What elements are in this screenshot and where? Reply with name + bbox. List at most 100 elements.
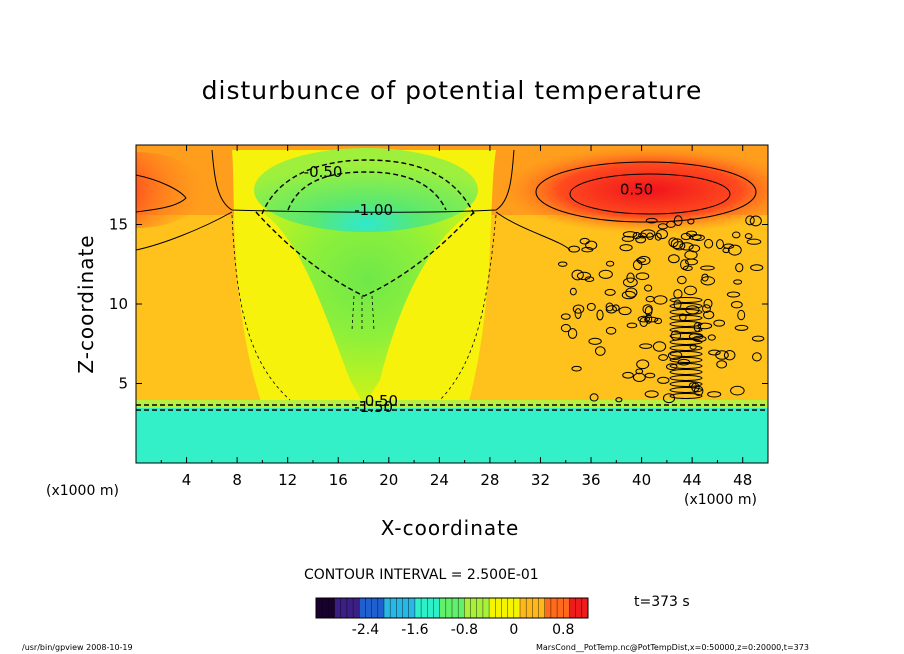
colorbar-segment [452,598,459,618]
contour-label: 0.50 [620,180,653,198]
convection-cell [654,232,662,241]
convection-cell [669,345,703,351]
colorbar-segment [408,598,416,618]
colorbar-segment [377,598,385,618]
convection-cell [557,261,568,267]
colorbar-segment [316,598,323,618]
cyan-layer [136,405,768,463]
colorbar-segment [390,598,397,618]
x-axis-label: X-coordinate [380,516,520,540]
convection-cell [644,372,656,379]
colorbar-segment [482,598,490,618]
convection-cell [639,316,648,327]
convection-cell [596,309,604,321]
colorbar-segment [427,598,434,618]
convection-cell [615,397,623,403]
colorbar-segment [538,598,546,618]
convection-cell [572,304,585,314]
convection-cell [745,215,755,226]
convection-cell [733,279,743,285]
convection-cell [669,351,703,357]
convection-cell [645,314,653,324]
convection-cell [638,232,647,239]
convection-cell [635,272,650,281]
colorbar-segment [544,598,552,618]
contours [136,149,757,251]
convection-cell [621,235,635,242]
field-image [136,145,768,463]
colorbar-segment [557,598,564,618]
convection-cell [589,393,599,402]
colorbar-segment [414,598,422,618]
colorbar-segment [384,598,391,618]
colorbar-segment [402,598,410,618]
convection-cell [730,301,743,309]
convection-cell [652,341,667,352]
colorbar-tick-label: 0 [509,622,518,638]
colorbar-segment [359,598,366,618]
convection-cell [560,313,571,320]
convection-cell [669,315,703,321]
convection-cell [730,385,745,396]
colorbar-segment [328,598,335,618]
colorbar-segment [439,598,447,618]
convection-cell [605,260,615,267]
convection-cell [684,250,698,260]
convection-cell [746,238,762,245]
convection-cell [604,288,616,296]
x-unit-label: (x1000 m) [684,492,757,508]
convection-cell [586,302,596,311]
contour-label: -1.00 [354,201,393,219]
convection-cell [605,326,617,335]
colorbar-segment [371,598,379,618]
convection-cell [585,240,598,250]
convection-cell [622,277,638,288]
convection-cell [576,271,592,281]
x-tick-label: 36 [581,471,600,489]
convection-cell [669,363,703,369]
convection-cell [632,232,641,240]
colorbar-segment [353,598,360,618]
convection-cell [679,242,694,251]
convection-cell [703,298,713,309]
chart-title: disturbunce of potential temperature [201,76,703,105]
contour-interval: CONTOUR INTERVAL = 2.500E-01 [304,567,539,583]
colorbar-segment [513,598,521,618]
colorbar-segment [550,598,558,618]
colorbar-tick-label: 0.8 [552,622,574,638]
convection-cell [571,365,582,372]
x-tick-label: 28 [480,471,499,489]
convection-cell [618,306,632,316]
convection-cell [588,337,602,345]
colorbar-tick-label: -0.8 [451,622,478,638]
convection-cell [750,264,764,271]
convection-cell [667,350,683,360]
x-tick-label: 20 [379,471,398,489]
convection-cell [560,323,571,333]
convection-cell [637,315,651,323]
convection-cell [707,334,716,341]
colorbar-segment [458,598,465,618]
convection-cell [644,284,653,292]
contour-label: -0.50 [304,163,343,181]
convection-cell [626,272,635,284]
convection-cell [701,273,709,282]
colorbar-segment [433,598,440,618]
convection-cell [700,265,715,271]
red-left [136,152,206,228]
convection-cell [657,376,670,384]
convection-cell [632,259,643,271]
green-cone [262,212,472,405]
convection-cell [672,241,686,251]
convection-cell [708,349,721,356]
convection-cell [735,262,744,273]
footer-right: MarsCond__PotTemp.nc@PotTempDist,x=0:500… [536,643,809,652]
convection-cell [692,234,705,241]
colorbar-segment [421,598,428,618]
convection-cell [669,297,703,303]
colorbar-segment [334,598,342,618]
convection-cells [557,215,765,404]
colorbar-segment [532,598,539,618]
convection-cell [653,295,668,305]
